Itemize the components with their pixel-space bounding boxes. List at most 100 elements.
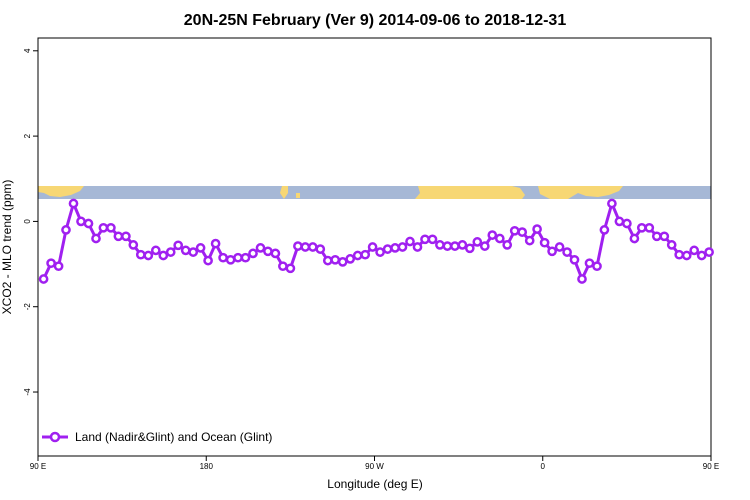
data-point [644, 222, 655, 233]
data-point [502, 240, 513, 250]
data-point [405, 236, 415, 247]
data-point [420, 234, 430, 245]
data-point [629, 233, 640, 244]
data-point [457, 240, 468, 250]
data-point [352, 250, 363, 261]
data-point [636, 222, 647, 233]
chart-title: 20N-25N February (Ver 9) 2014-09-06 to 2… [184, 12, 567, 29]
legend: Land (Nadir&Glint) and Ocean (Glint) [42, 430, 272, 444]
data-point [390, 243, 400, 253]
data-point [674, 249, 685, 260]
data-point [554, 242, 565, 252]
data-point [233, 252, 243, 263]
y-tick-label: -2 [23, 303, 32, 311]
x-axis: 90 E 180 90 W 0 90 E [30, 456, 719, 471]
x-tick-label: 90 W [365, 462, 384, 471]
data-point [121, 231, 131, 242]
data-point [442, 241, 453, 251]
data-point [681, 250, 692, 261]
data-point [569, 254, 580, 265]
data-point [150, 245, 161, 256]
data-point [539, 237, 550, 248]
data-point [322, 255, 333, 266]
y-tick-label: 4 [23, 48, 32, 53]
data-point [696, 250, 707, 261]
data-point [113, 231, 124, 242]
data-point [135, 249, 146, 260]
series-line [42, 202, 710, 281]
data-point [547, 246, 557, 257]
data-point [472, 237, 483, 247]
y-tick-label: 0 [23, 219, 32, 224]
x-tick-label: 90 E [703, 462, 719, 471]
y-tick-label: 2 [23, 133, 32, 138]
data-point [375, 247, 385, 257]
data-point [562, 247, 572, 257]
data-point [285, 263, 296, 274]
y-tick-label: -4 [23, 388, 32, 396]
data-point [360, 249, 371, 260]
data-point [509, 225, 520, 236]
data-point [263, 246, 273, 257]
data-point [367, 242, 378, 252]
data-point [46, 258, 56, 269]
x-tick-label: 90 E [30, 462, 46, 471]
data-point [464, 243, 475, 254]
x-axis-label: Longitude (deg E) [327, 477, 422, 491]
data-point [61, 225, 71, 235]
data-point [330, 254, 341, 265]
data-point [188, 247, 199, 257]
data-point [210, 238, 221, 249]
data-point [412, 242, 423, 252]
data-point [180, 245, 191, 256]
data-point [450, 241, 460, 251]
data-point [435, 240, 445, 250]
series-layer [38, 198, 714, 284]
data-point [397, 242, 408, 252]
data-point [479, 241, 490, 251]
data-point [255, 243, 266, 253]
data-point [487, 230, 498, 240]
data-point [577, 274, 587, 284]
data-point [584, 258, 595, 269]
data-point [143, 250, 154, 261]
y-axis-label: XCO2 - MLO trend (ppm) [0, 180, 14, 315]
legend-marker-swatch [49, 431, 61, 443]
data-point [524, 235, 535, 246]
data-point [128, 240, 139, 250]
data-point [173, 240, 184, 251]
data-point [307, 242, 318, 252]
map-landmass-africa-asia [415, 186, 525, 199]
data-point [53, 261, 64, 272]
data-point [91, 233, 101, 244]
data-point [517, 227, 528, 237]
data-point [248, 248, 258, 259]
data-point [240, 252, 251, 263]
y-axis: -4 -2 0 2 4 [23, 48, 38, 396]
data-point [622, 218, 632, 229]
data-point [106, 222, 116, 233]
data-point [203, 255, 213, 266]
data-point [614, 216, 625, 227]
data-point [315, 244, 326, 254]
data-point [278, 261, 288, 272]
data-point [532, 224, 542, 234]
data-point [293, 241, 303, 251]
data-point [195, 243, 206, 253]
data-point [704, 247, 714, 257]
data-point [218, 252, 228, 263]
data-point [427, 234, 438, 245]
data-point [165, 247, 176, 257]
data-point [651, 231, 662, 242]
data-point [382, 244, 393, 254]
data-point [68, 198, 79, 209]
map-landmass-islands [280, 186, 300, 199]
legend-entry-label: Land (Nadir&Glint) and Ocean (Glint) [75, 430, 272, 444]
x-tick-label: 180 [200, 462, 214, 471]
x-tick-label: 0 [541, 462, 546, 471]
map-landmass-asia-east [538, 186, 623, 199]
data-point [76, 216, 86, 227]
data-point [592, 261, 602, 272]
map-landmass-asia-west [38, 186, 84, 197]
